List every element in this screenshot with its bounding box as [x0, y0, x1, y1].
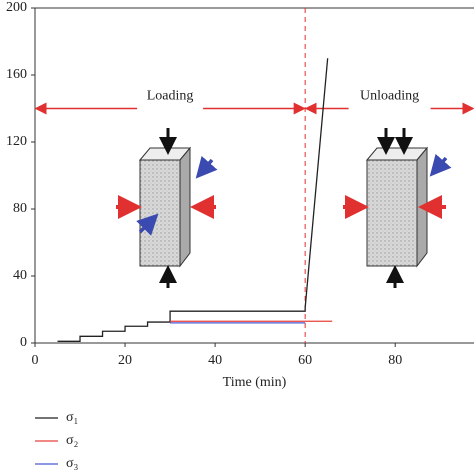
- y-tick-label: 200: [6, 0, 27, 15]
- legend-label: σ₁: [66, 410, 78, 425]
- x-tick-label: 20: [118, 353, 132, 368]
- y-tick-label: 80: [13, 201, 27, 216]
- x-tick-label: 80: [388, 353, 402, 368]
- x-tick-label: 60: [298, 353, 312, 368]
- y-tick-label: 160: [6, 67, 27, 82]
- annotation-bg: [348, 98, 431, 119]
- x-tick-label: 40: [208, 353, 222, 368]
- x-axis-label: Time (min): [223, 375, 287, 390]
- series-line: [57, 58, 329, 342]
- y-tick-label: 0: [20, 335, 27, 350]
- specimen-left: [116, 128, 218, 288]
- annotation: Unloading: [360, 89, 419, 104]
- legend-label: σ₂: [66, 433, 79, 448]
- x-tick-label: 0: [32, 353, 39, 368]
- legend-label: σ₃: [66, 456, 79, 471]
- y-tick-label: 40: [13, 268, 27, 283]
- annotation-bg: [137, 98, 204, 119]
- y-tick-label: 120: [6, 134, 27, 149]
- specimen-right: [343, 128, 452, 288]
- annotation: Loading: [147, 89, 194, 104]
